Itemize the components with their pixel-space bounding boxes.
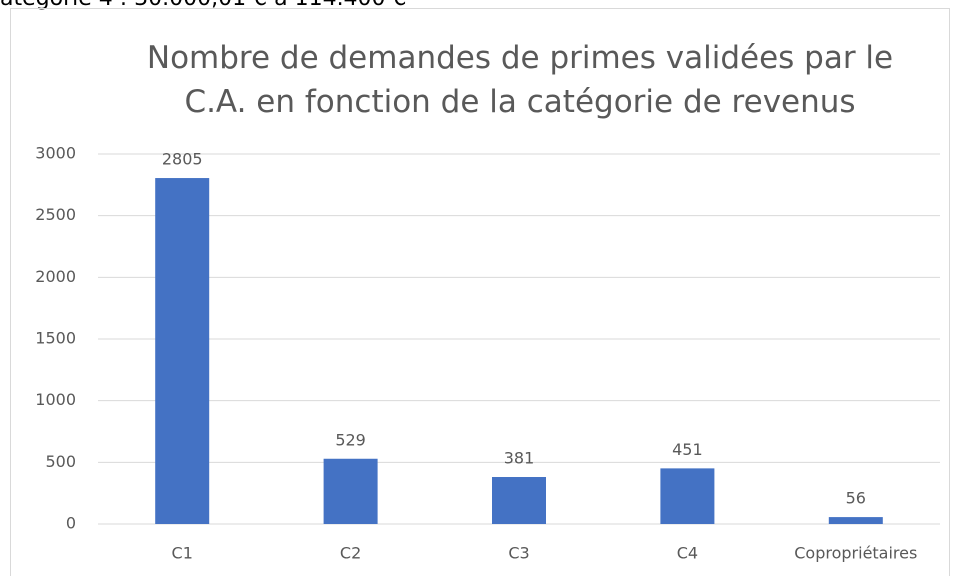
- chart-title: Nombre de demandes de primes validées pa…: [146, 40, 894, 120]
- bar: [660, 468, 715, 524]
- data-label: 2805: [162, 150, 203, 169]
- data-label: 381: [504, 449, 535, 468]
- data-label: 451: [672, 440, 703, 459]
- x-tick-label: C1: [172, 544, 193, 563]
- x-tick-label: C2: [340, 544, 361, 563]
- bar: [323, 458, 378, 524]
- data-label: 529: [335, 430, 366, 449]
- y-tick-label: 3000: [35, 144, 76, 163]
- chart-frame: [10, 8, 950, 576]
- bar: [492, 477, 546, 524]
- data-label: 56: [846, 489, 866, 508]
- header-text: atégorie 4 : 30.000,01 € à 114.400 €: [0, 0, 407, 11]
- x-tick-label: Copropriétaires: [794, 544, 917, 563]
- y-tick-label: 2500: [35, 205, 76, 224]
- y-tick-label: 1500: [35, 329, 76, 348]
- x-tick-label: C4: [677, 544, 698, 563]
- bar: [155, 178, 210, 525]
- x-tick-label: C3: [508, 544, 529, 563]
- y-tick-label: 2000: [35, 267, 76, 286]
- bar: [828, 517, 883, 524]
- y-tick-label: 500: [45, 452, 76, 471]
- y-tick-label: 1000: [35, 390, 76, 409]
- y-tick-label: 0: [66, 514, 76, 533]
